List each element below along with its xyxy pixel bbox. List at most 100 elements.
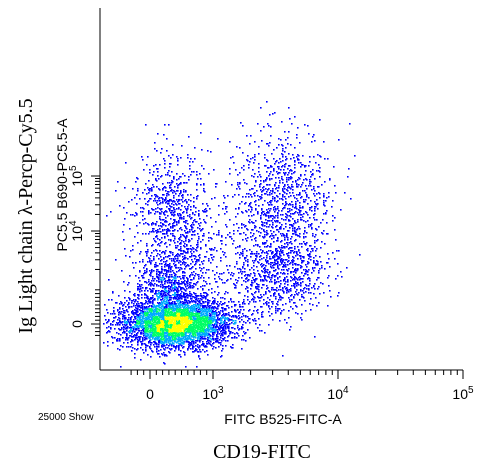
event-dot [164,335,166,337]
event-dot [312,174,314,176]
event-dot [200,320,202,322]
event-dot [191,294,193,296]
event-dot [162,233,164,235]
event-dot [174,295,176,297]
event-dot [154,328,156,330]
event-dot [201,334,203,336]
event-dot [178,329,180,331]
event-dot [249,204,251,206]
event-dot [137,327,139,329]
event-dot [169,304,171,306]
event-dot [263,230,265,232]
event-dot [170,297,172,299]
event-dot [178,330,180,332]
event-dot [188,239,190,241]
event-dot [196,319,198,321]
event-dot [145,313,147,315]
event-dot [307,203,309,205]
event-dot [120,329,122,331]
event-dot [179,315,181,317]
event-dot [202,235,204,237]
event-dot [249,203,251,205]
event-dot [284,278,286,280]
event-dot [145,344,147,346]
event-dot [134,215,136,217]
event-dot [193,309,195,311]
event-dot [166,274,168,276]
event-dot [197,295,199,297]
event-dot [178,298,180,300]
event-dot [150,262,152,264]
event-dot [205,310,207,312]
event-dot [234,310,236,312]
event-dot [152,310,154,312]
event-dot [162,314,164,316]
event-dot [252,235,254,237]
event-dot [183,245,185,247]
event-dot [239,182,241,184]
event-dot [178,333,180,335]
event-dot [173,323,175,325]
event-dot [152,230,154,232]
event-dot [204,324,206,326]
event-dot [124,331,126,333]
event-dot [210,328,212,330]
event-dot [237,246,239,248]
event-dot [216,303,218,305]
event-dot [156,308,158,310]
event-dot [176,335,178,337]
event-dot [137,344,139,346]
event-dot [179,249,181,251]
event-dot [169,166,171,168]
event-dot [160,284,162,286]
event-dot [174,219,176,221]
event-dot [291,277,293,279]
event-dot [173,208,175,210]
event-dot [124,312,126,314]
event-dot [175,258,177,260]
event-dot [169,337,171,339]
event-dot [228,335,230,337]
event-dot [150,329,152,331]
event-dot [199,302,201,304]
event-dot [196,184,198,186]
event-dot [182,259,184,261]
event-dot [245,238,247,240]
event-dot [168,270,170,272]
event-dot [182,312,184,314]
event-dot [131,336,133,338]
event-dot [132,330,134,332]
event-dot [151,260,153,262]
event-dot [207,337,209,339]
event-dot [154,148,156,150]
event-dot [207,294,209,296]
event-dot [275,208,277,210]
event-dot [113,310,115,312]
event-dot [161,299,163,301]
event-dot [227,340,229,342]
event-dot [134,331,136,333]
event-dot [200,123,202,125]
event-dot [177,276,179,278]
event-dot [136,320,138,322]
event-dot [288,172,290,174]
event-dot [206,334,208,336]
event-dot [187,283,189,285]
event-dot [327,233,329,235]
event-dot [186,319,188,321]
event-dot [176,321,178,323]
event-dot [132,326,134,328]
event-dot [236,332,238,334]
event-dot [276,171,278,173]
event-dot [184,182,186,184]
event-dot [196,221,198,223]
event-dot [233,320,235,322]
event-dot [179,327,181,329]
event-dot [168,288,170,290]
event-dot [188,307,190,309]
event-dot [146,297,148,299]
event-dot [185,366,187,368]
event-dot [175,193,177,195]
event-dot [203,320,205,322]
event-dot [169,288,171,290]
